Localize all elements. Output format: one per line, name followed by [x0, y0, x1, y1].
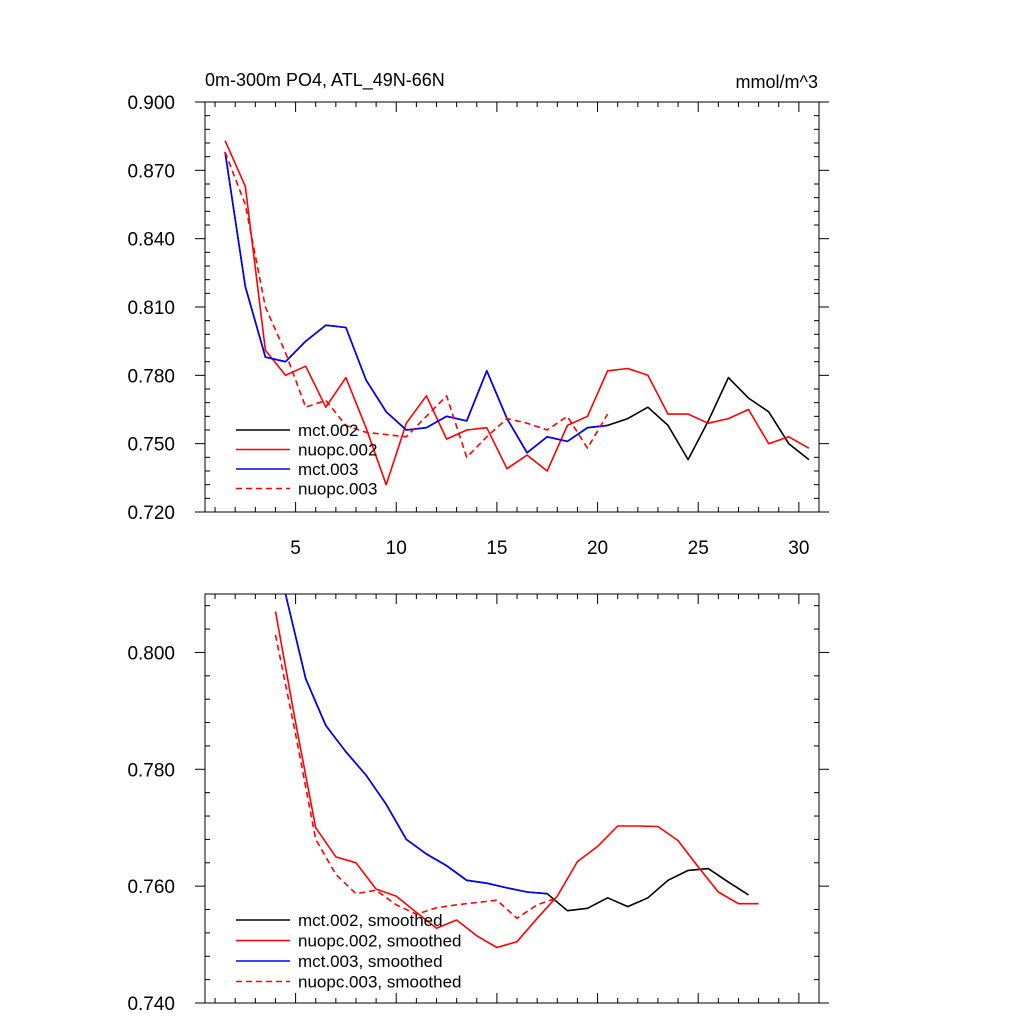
y-tick-label: 0.900 — [127, 93, 175, 114]
series-line-mct-003 — [224, 151, 608, 454]
legend-label: nuopc.002, smoothed — [298, 932, 462, 951]
legend-label: nuopc.003, smoothed — [298, 973, 462, 992]
y-tick-label: 0.740 — [127, 994, 175, 1015]
legend-label: nuopc.002 — [298, 441, 377, 460]
y-tick-label: 0.780 — [127, 760, 175, 781]
series-line-mct-002 — [224, 151, 810, 461]
top-panel: 0m-300m PO4, ATL_49N-66N mmol/m^3 5 10 15 2… — [127, 70, 829, 559]
x-tick-label: 15 — [486, 538, 507, 559]
y-tick-label: 0.780 — [127, 366, 175, 387]
series-line-nuopc-002 — [224, 140, 810, 486]
units-label: mmol/m^3 — [736, 72, 818, 92]
series-line-nuopc-002-smoothed — [274, 611, 759, 949]
y-tick-label: 0.760 — [127, 877, 175, 898]
legend-label: mct.002, smoothed — [298, 911, 443, 930]
legend-label: mct.003 — [298, 460, 358, 479]
legend-label: nuopc.003 — [298, 480, 377, 499]
y-tick-label: 0.720 — [127, 503, 175, 524]
y-tick-label: 0.750 — [127, 435, 175, 456]
legend: mct.002, smoothed nuopc.002, smoothedmct.… — [236, 911, 462, 992]
x-tick-label: 10 — [386, 538, 407, 559]
y-tick-label: 0.810 — [127, 298, 175, 319]
chart-title: 0m-300m PO4, ATL_49N-66N — [205, 70, 445, 91]
x-tick-label: 5 — [290, 538, 301, 559]
legend-label: mct.002 — [298, 421, 358, 440]
series-line-nuopc-003-smoothed — [274, 634, 558, 920]
series-line-mct-003-smoothed — [284, 594, 548, 895]
y-tick-label: 0.840 — [127, 230, 175, 251]
x-tick-label: 30 — [788, 538, 809, 559]
y-tick-label: 0.870 — [127, 161, 175, 182]
series-line-nuopc-003 — [224, 151, 609, 459]
plot-frame — [204, 593, 820, 1004]
x-tick-label: 20 — [587, 538, 608, 559]
bottom-panel: 0.740 0.760 0.780 0.800 mct.002, smoothed nuo… — [127, 593, 829, 1015]
x-tick-label: 25 — [688, 538, 709, 559]
y-tick-label: 0.800 — [127, 643, 175, 664]
legend-label: mct.003, smoothed — [298, 952, 443, 971]
